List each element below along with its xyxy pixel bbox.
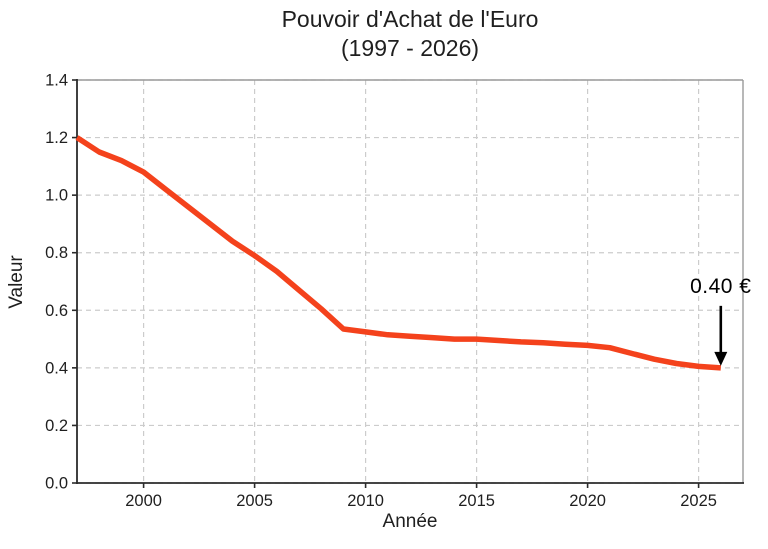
chart-title-line1: Pouvoir d'Achat de l'Euro <box>281 6 539 32</box>
data-series-line <box>75 135 721 371</box>
chart-title: Pouvoir d'Achat de l'Euro (1997 - 2026) <box>52 5 768 63</box>
y-tick-label: 0.4 <box>45 359 68 377</box>
annotation-label: 0.40 € <box>690 274 752 298</box>
x-tick-label: 2005 <box>236 492 273 510</box>
y-tick-label: 0.0 <box>45 475 68 493</box>
axis-tick-labels: 2000 2005 2010 2015 2020 2025 0.0 0.2 0.4 0.6 0.8 1… <box>45 72 717 511</box>
purchasing-power-line <box>75 135 721 371</box>
x-axis-label: Année <box>382 511 438 532</box>
y-tick-label: 1.4 <box>45 72 68 90</box>
x-tick-label: 2010 <box>347 492 384 510</box>
x-tick-label: 2015 <box>458 492 495 510</box>
y-tick-label: 0.8 <box>45 244 68 262</box>
y-tick-label: 0.2 <box>45 417 68 435</box>
axes-spines <box>76 79 744 484</box>
chart-title-line2: (1997 - 2026) <box>340 35 480 61</box>
arrow-head <box>714 351 728 366</box>
x-tick-label: 2000 <box>125 492 162 510</box>
axis-ticks <box>72 79 700 488</box>
annotation-arrow <box>714 305 728 366</box>
x-tick-label: 2020 <box>569 492 606 510</box>
y-tick-label: 0.6 <box>45 302 68 320</box>
gridlines <box>77 79 743 484</box>
x-tick-label: 2025 <box>680 492 717 510</box>
y-tick-label: 1.0 <box>45 187 68 205</box>
y-tick-label: 1.2 <box>45 129 68 147</box>
